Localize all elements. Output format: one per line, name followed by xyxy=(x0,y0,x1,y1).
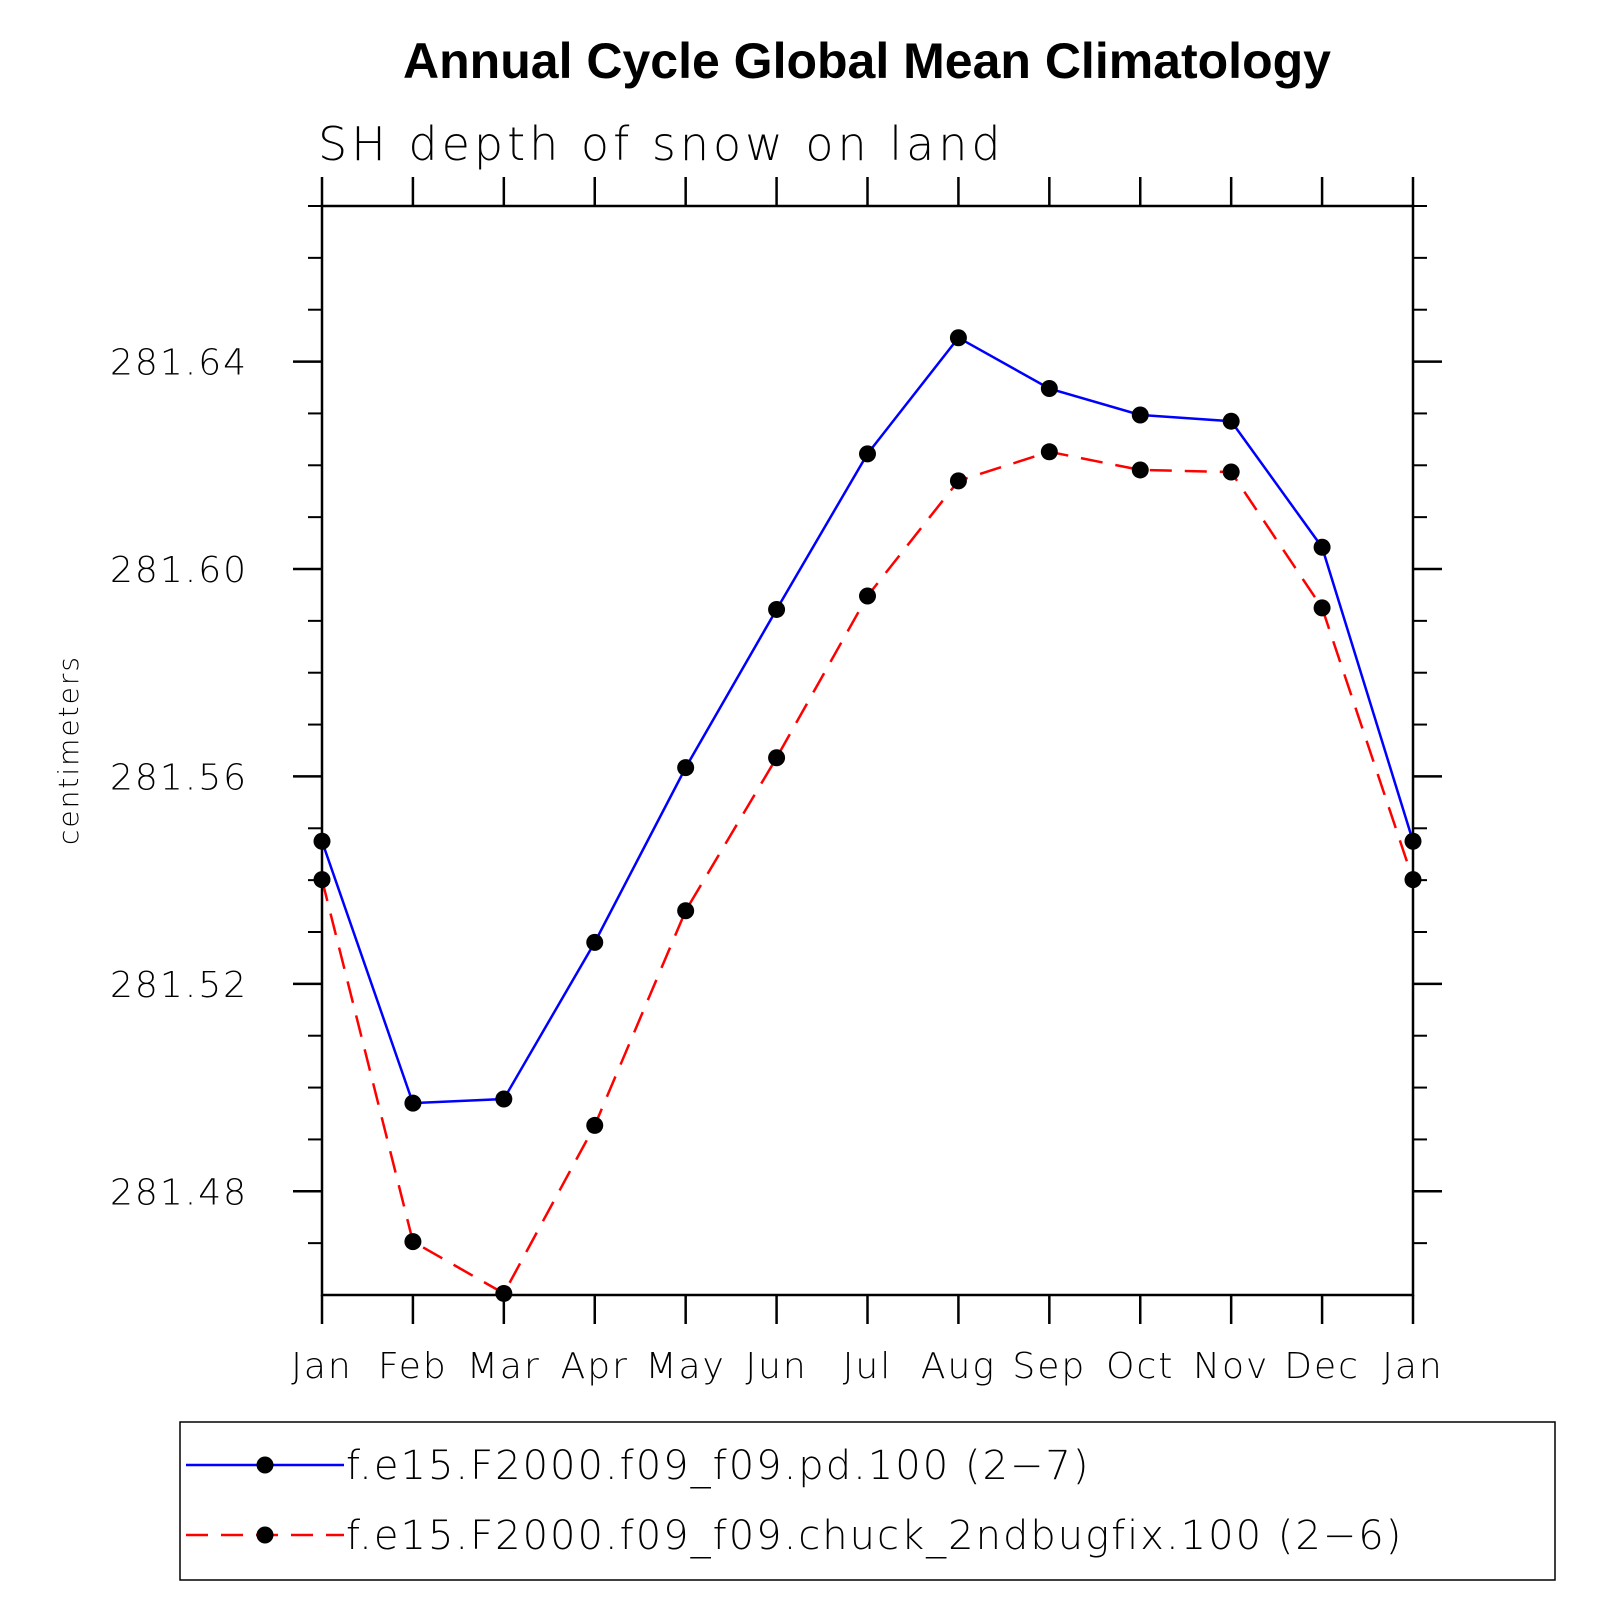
data-point xyxy=(1222,412,1240,430)
y-tick-label: 281.52 xyxy=(110,965,248,1006)
legend-label: f.e15.F2000.f09_f09.chuck_2ndbugfix.100 … xyxy=(346,1513,1403,1559)
data-point xyxy=(677,902,695,920)
data-point xyxy=(1313,538,1331,556)
legend-label: f.e15.F2000.f09_f09.pd.100 (2−7) xyxy=(346,1443,1091,1489)
data-point xyxy=(1313,599,1331,617)
x-tick-label: Jul xyxy=(843,1346,892,1387)
data-point xyxy=(1222,463,1240,481)
x-tick-label: Sep xyxy=(1012,1346,1086,1387)
data-point xyxy=(586,933,604,951)
x-tick-label: May xyxy=(645,1346,725,1387)
data-point xyxy=(404,1094,422,1112)
data-point xyxy=(586,1116,604,1134)
legend-box xyxy=(179,1421,1556,1581)
data-point xyxy=(949,329,967,347)
x-tick-label: Feb xyxy=(378,1346,448,1387)
chart-title: Annual Cycle Global Mean Climatology xyxy=(403,33,1331,89)
data-point xyxy=(495,1090,513,1108)
y-tick-label: 281.48 xyxy=(110,1172,248,1213)
y-tick-label: 281.64 xyxy=(110,343,248,384)
data-point xyxy=(495,1284,513,1302)
x-tick-label: Jan xyxy=(291,1346,353,1387)
x-tick-labels: Jan Feb Mar Apr May Jun Jul Aug Sep Oct Nov Dec Jan xyxy=(291,1346,1444,1387)
legend-marker xyxy=(256,1456,274,1474)
legend-marker xyxy=(256,1526,274,1544)
y-tick-label: 281.56 xyxy=(110,757,248,798)
legend: f.e15.F2000.f09_f09.pd.100 (2−7) f.e15.F2… xyxy=(186,1443,1403,1559)
x-tick-label: Aug xyxy=(921,1346,996,1387)
series-layer xyxy=(313,329,1422,1302)
x-tick-label: Oct xyxy=(1106,1346,1174,1387)
x-tick-label: Jun xyxy=(745,1346,807,1387)
data-point xyxy=(677,759,695,777)
series-line xyxy=(320,450,1415,1296)
x-tick-label: Dec xyxy=(1284,1346,1360,1387)
axis-ticks xyxy=(293,177,1442,1324)
plot-frame xyxy=(320,204,1415,1297)
y-tick-labels: 281.48 281.52 281.56 281.60 281.64 xyxy=(110,343,248,1214)
y-tick-label: 281.60 xyxy=(110,550,248,591)
chart-subtitle: SH depth of snow on land xyxy=(318,117,1005,171)
data-point xyxy=(768,600,786,618)
data-point xyxy=(1131,406,1149,424)
x-tick-label: Jan xyxy=(1382,1346,1444,1387)
data-point xyxy=(859,587,876,605)
data-point xyxy=(1040,380,1058,398)
x-tick-label: Nov xyxy=(1193,1346,1269,1387)
data-point xyxy=(859,445,876,463)
data-point xyxy=(768,749,786,767)
x-tick-label: Mar xyxy=(467,1346,541,1387)
data-point xyxy=(949,472,967,490)
data-point xyxy=(1040,443,1058,461)
y-axis-label: centimeters xyxy=(52,655,85,845)
data-point xyxy=(1131,461,1149,479)
data-point xyxy=(404,1233,422,1251)
x-tick-label: Apr xyxy=(561,1346,629,1387)
